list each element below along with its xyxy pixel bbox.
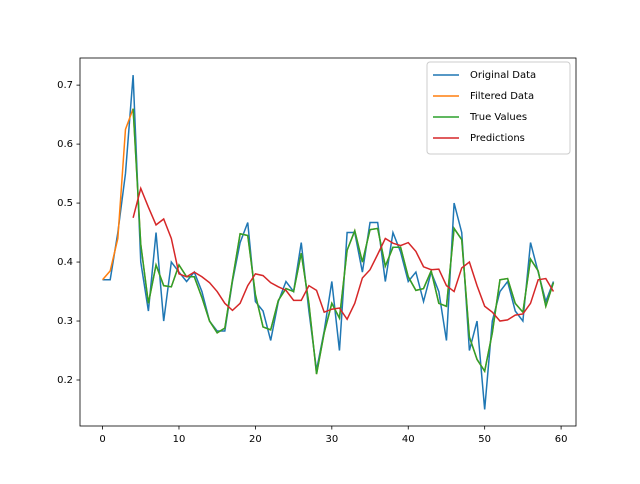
legend-label: True Values bbox=[469, 112, 527, 123]
plot-frame bbox=[79, 57, 577, 427]
legend-label: Filtered Data bbox=[470, 91, 534, 102]
series-line bbox=[132, 185, 555, 322]
y-tick-label: 0.3 bbox=[57, 316, 73, 327]
y-tick-label: 0.2 bbox=[57, 375, 73, 386]
series-line bbox=[132, 108, 555, 375]
x-tick-label: 20 bbox=[249, 434, 262, 445]
x-tick-label: 10 bbox=[173, 434, 186, 445]
y-tick-label: 0.7 bbox=[57, 80, 73, 91]
legend-box bbox=[426, 61, 571, 155]
legend-label: Predictions bbox=[470, 133, 525, 144]
x-tick-label: 60 bbox=[555, 434, 568, 445]
x-tick-label: 30 bbox=[325, 434, 338, 445]
y-tick-label: 0.6 bbox=[57, 139, 73, 150]
legend-label: Original Data bbox=[470, 70, 536, 81]
y-tick-label: 0.4 bbox=[57, 257, 73, 268]
x-tick-label: 40 bbox=[402, 434, 415, 445]
x-tick-label: 50 bbox=[478, 434, 491, 445]
x-tick-label: 0 bbox=[99, 434, 105, 445]
y-tick-label: 0.5 bbox=[57, 198, 73, 209]
